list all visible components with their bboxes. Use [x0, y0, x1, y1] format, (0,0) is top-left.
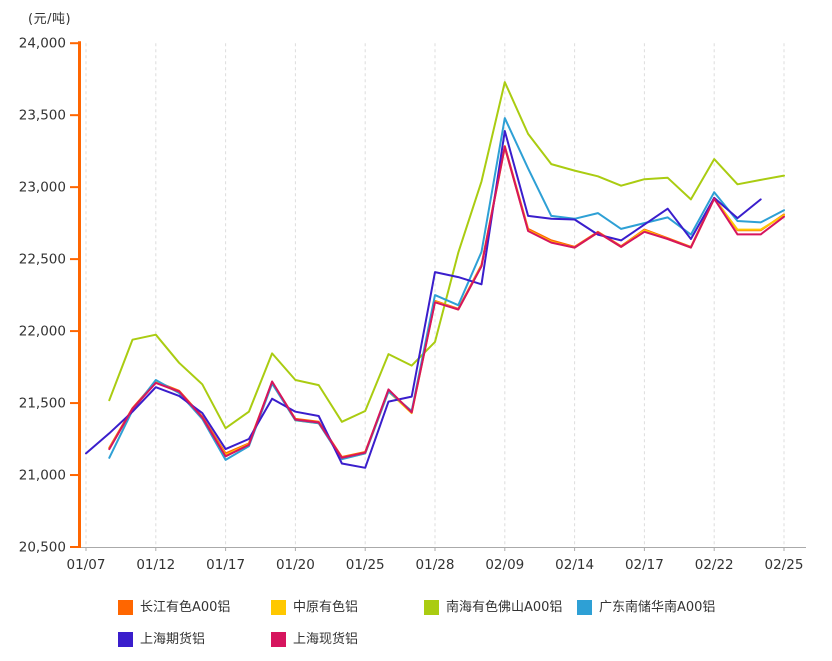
y-axis-unit-label: (元/吨): [28, 12, 72, 27]
y-tick-label: 20,500: [19, 540, 66, 556]
legend-label: 中原有色铝: [293, 600, 359, 615]
legend-label: 南海有色佛山A00铝: [446, 600, 563, 615]
y-tick-label: 21,000: [19, 468, 66, 484]
legend-swatch-icon: [577, 600, 592, 615]
y-tick-label: 24,000: [19, 36, 66, 52]
x-tick-label: 02/14: [555, 557, 594, 573]
legend-swatch-icon: [118, 632, 133, 647]
x-tick-label: 01/28: [416, 557, 455, 573]
y-tick-label: 23,500: [19, 108, 66, 124]
legend-label: 上海期货铝: [140, 632, 206, 647]
series-line-4: [85, 130, 762, 469]
y-tick-label: 22,000: [19, 324, 66, 340]
x-axis: 01/07 01/12 01/17 01/20 01/25 01/28 02/09 02/14…: [67, 547, 806, 573]
legend-item-2: 南海有色佛山A00铝: [424, 600, 577, 615]
x-tick-label: 01/20: [276, 557, 315, 573]
legend-swatch-icon: [271, 600, 286, 615]
y-axis: 24,000 23,500 23,000 22,500 22,000 21,500 21,0…: [19, 36, 81, 556]
legend-item-5: 上海现货铝: [271, 632, 424, 647]
y-tick-label: 23,000: [19, 180, 66, 196]
x-tick-label: 02/22: [695, 557, 734, 573]
x-tick-label: 01/17: [206, 557, 245, 573]
legend-label: 长江有色A00铝: [140, 600, 231, 615]
legend-label: 上海现货铝: [293, 632, 359, 647]
x-tick-label: 02/17: [625, 557, 664, 573]
y-tick-label: 22,500: [19, 252, 66, 268]
legend-label: 广东南储华南A00铝: [599, 600, 716, 615]
legend-swatch-icon: [424, 600, 439, 615]
legend-item-1: 中原有色铝: [271, 600, 424, 615]
series-line-3: [108, 117, 785, 461]
legend-item-4: 上海期货铝: [118, 632, 271, 647]
x-tick-label: 02/09: [485, 557, 524, 573]
series-line-1: [108, 146, 785, 460]
legend-swatch-icon: [271, 632, 286, 647]
series-line-2: [108, 81, 785, 430]
chart-legend: 长江有色A00铝 中原有色铝 南海有色佛山A00铝 广东南储华南A00铝上海期货铝 上海…: [118, 600, 768, 647]
legend-item-0: 长江有色A00铝: [118, 600, 271, 615]
x-tick-label: 01/07: [67, 557, 106, 573]
x-tick-label: 02/25: [765, 557, 804, 573]
price-line-chart: 01/07 01/12 01/17 01/20 01/25 01/28 02/09 02/14…: [19, 36, 806, 573]
x-tick-label: 01/25: [346, 557, 385, 573]
x-tick-label: 01/12: [136, 557, 175, 573]
series-line-5: [108, 145, 785, 459]
legend-swatch-icon: [118, 600, 133, 615]
y-tick-label: 21,500: [19, 396, 66, 412]
legend-item-3: 广东南储华南A00铝: [577, 600, 730, 615]
